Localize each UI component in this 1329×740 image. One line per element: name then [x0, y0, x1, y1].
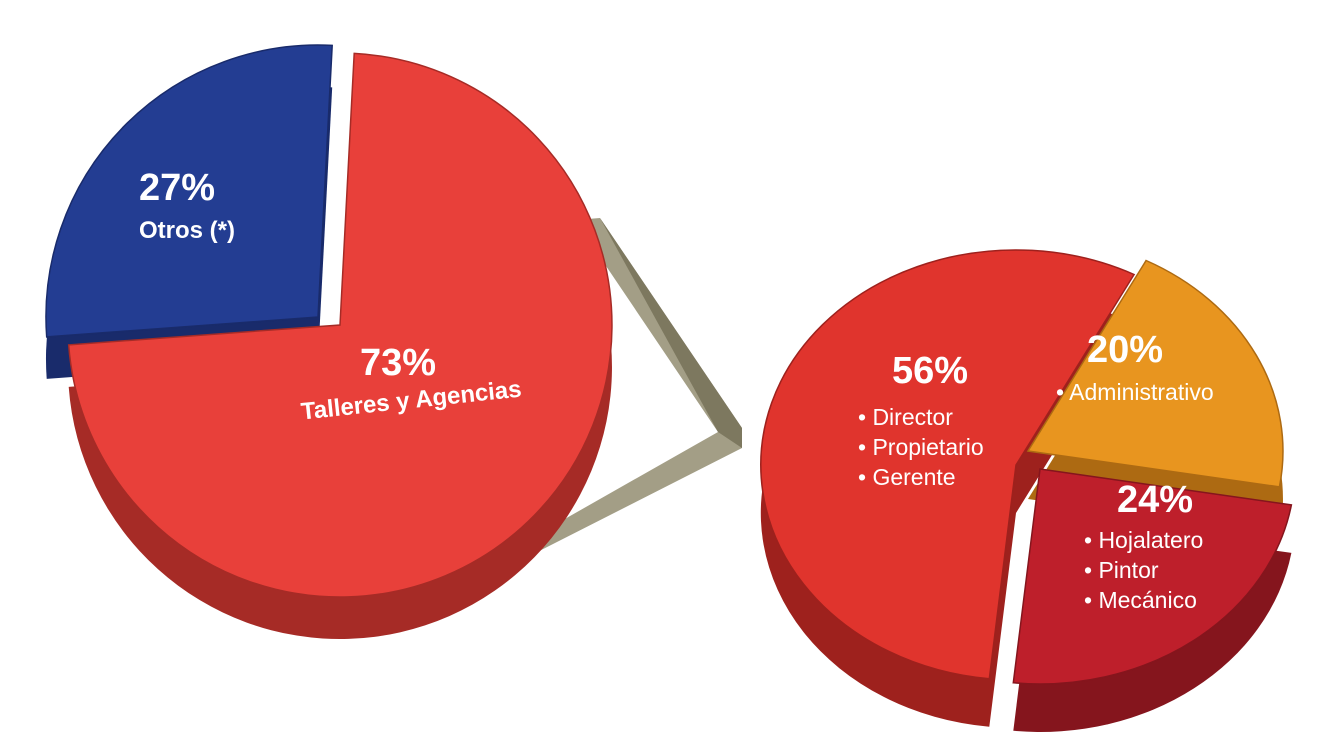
slice-label-item: • Hojalatero	[1084, 527, 1203, 553]
pie-slice	[67, 52, 613, 598]
pie-slice	[1012, 468, 1293, 685]
pie-chart-right	[760, 249, 1293, 732]
slice-label-name: Otros (*)	[139, 217, 235, 244]
slice-label-item: • Administrativo	[1056, 379, 1214, 405]
slice-label-percent: 73%	[360, 342, 436, 384]
pie-slice	[45, 44, 333, 338]
slice-label-percent: 24%	[1117, 479, 1193, 521]
slice-label-item: • Propietario	[858, 434, 984, 460]
slice-label-percent: 20%	[1087, 329, 1163, 371]
slice-label-item: • Director	[858, 404, 953, 430]
slice-label-percent: 27%	[139, 167, 215, 209]
slice-label-item: • Pintor	[1084, 557, 1159, 583]
slice-label-percent: 56%	[892, 350, 968, 392]
pie-slice	[1026, 259, 1284, 488]
pie-slice	[760, 249, 1136, 680]
slice-label-item: • Mecánico	[1084, 587, 1197, 613]
connector-bracket	[482, 218, 742, 572]
pie-chart-left	[45, 44, 613, 640]
slice-label-item: • Gerente	[858, 464, 956, 490]
connector-bracket-shade	[600, 218, 742, 448]
